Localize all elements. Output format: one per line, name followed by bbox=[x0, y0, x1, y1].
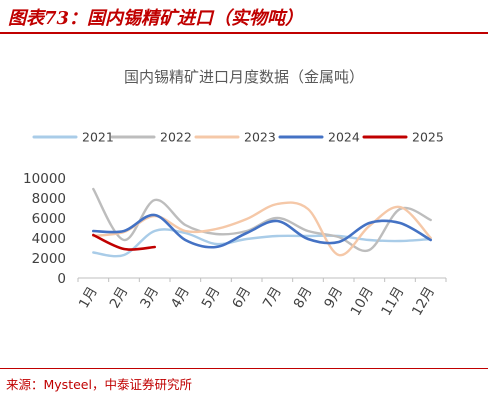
y-tick-label: 4000 bbox=[32, 231, 66, 247]
legend: 2021 2022 2023 2024 2025 bbox=[32, 130, 444, 145]
y-tick-label: 10000 bbox=[23, 171, 66, 187]
y-tick-label: 6000 bbox=[32, 211, 66, 227]
x-tick-label: 5月 bbox=[199, 284, 224, 311]
x-tick-label: 3月 bbox=[137, 284, 162, 311]
x-tick-label: 4月 bbox=[168, 284, 193, 311]
source-note: 来源：Mysteel，中泰证券研究所 bbox=[6, 377, 192, 392]
x-tick-label: 11月 bbox=[378, 284, 407, 319]
series-line-2022 bbox=[92, 187, 432, 253]
x-axis: 1月 2月 3月 4月 5月 6月 7月 8月 9月 10月 11月 12月 bbox=[76, 277, 447, 319]
legend-label-2025: 2025 bbox=[412, 130, 444, 145]
plot-area bbox=[92, 187, 432, 258]
x-tick-label: 7月 bbox=[260, 284, 285, 311]
series-line-2025 bbox=[92, 233, 156, 251]
x-tick-label: 10月 bbox=[348, 284, 377, 319]
top-rule bbox=[0, 32, 488, 34]
y-tick-label: 2000 bbox=[32, 251, 66, 267]
y-tick-label: 8000 bbox=[32, 191, 66, 207]
chart-title: 国内锡精矿进口月度数据（金属吨） bbox=[124, 68, 364, 86]
x-tick-label: 6月 bbox=[229, 284, 254, 311]
x-tick-label: 1月 bbox=[76, 284, 101, 311]
bottom-rule bbox=[0, 368, 488, 369]
series-line-2024 bbox=[92, 213, 432, 249]
chart: 国内锡精矿进口月度数据（金属吨） 2021 2022 2023 2024 2025 0 2… bbox=[23, 68, 447, 319]
figure-title: 图表73：国内锡精矿进口（实物吨） bbox=[8, 8, 304, 29]
x-tick-label: 9月 bbox=[321, 284, 346, 311]
legend-label-2023: 2023 bbox=[244, 130, 276, 145]
x-tick-label: 12月 bbox=[409, 284, 438, 319]
legend-label-2021: 2021 bbox=[82, 130, 114, 145]
series-line-2021 bbox=[92, 228, 432, 258]
y-axis: 0 2000 4000 6000 8000 10000 bbox=[23, 171, 66, 287]
y-tick-label: 0 bbox=[57, 271, 66, 287]
legend-label-2024: 2024 bbox=[328, 130, 360, 145]
x-tick-label: 8月 bbox=[291, 284, 316, 311]
x-tick-label: 2月 bbox=[107, 284, 132, 311]
legend-label-2022: 2022 bbox=[160, 130, 192, 145]
series-line-2023 bbox=[92, 201, 432, 257]
